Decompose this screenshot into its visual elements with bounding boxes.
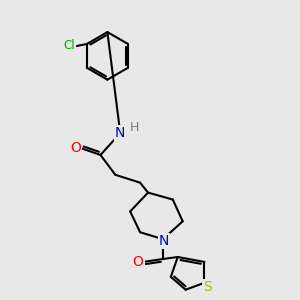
Text: Cl: Cl xyxy=(63,40,75,52)
Text: O: O xyxy=(133,255,143,269)
Text: N: N xyxy=(115,126,125,140)
Text: N: N xyxy=(159,234,169,248)
Text: O: O xyxy=(70,141,81,155)
Text: S: S xyxy=(203,280,212,294)
Text: H: H xyxy=(130,121,139,134)
